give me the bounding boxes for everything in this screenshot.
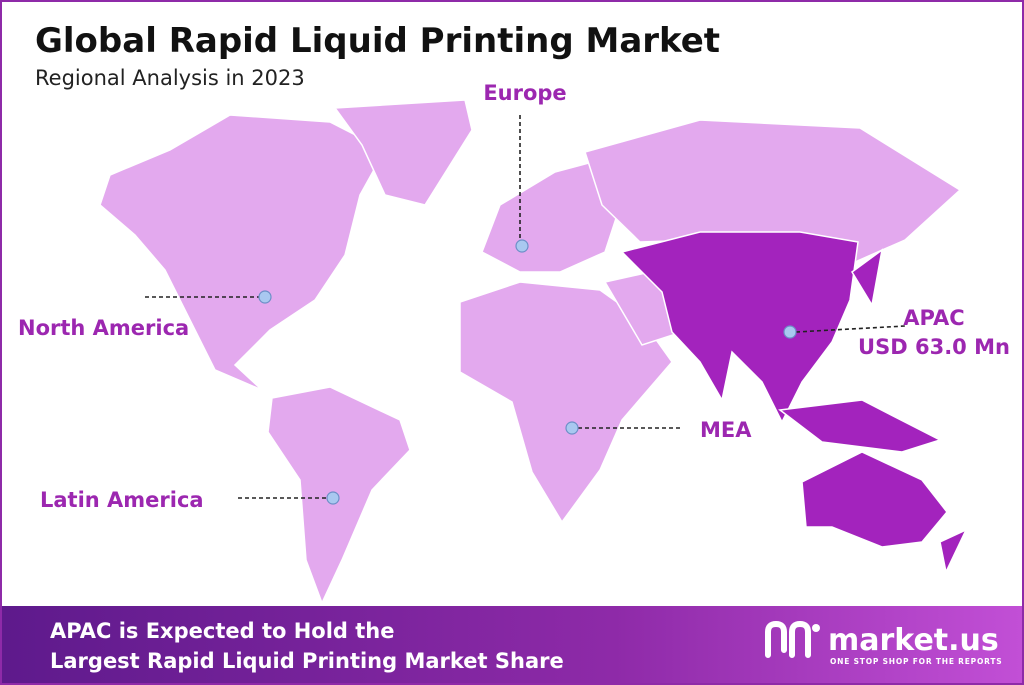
footer-band xyxy=(2,606,1022,683)
logo-icon xyxy=(765,620,811,658)
asia-pacific xyxy=(620,231,859,424)
north-america xyxy=(99,114,387,391)
marker xyxy=(783,325,797,339)
greenland xyxy=(333,99,473,206)
callouts: Europe North America APAC USD 63.0 Mn ME… xyxy=(18,81,1010,512)
africa xyxy=(459,281,673,524)
region-label: Latin America xyxy=(40,488,204,512)
marker xyxy=(326,491,340,505)
title: Global Rapid Liquid Printing Market xyxy=(35,21,720,61)
japan xyxy=(851,248,884,308)
logo-name: market.us xyxy=(828,623,999,658)
logo-tagline: ONE STOP SHOP FOR THE REPORTS xyxy=(830,657,1003,666)
footer-line: APAC is Expected to Hold the xyxy=(50,619,395,643)
logo: market.us ONE STOP SHOP FOR THE REPORTS xyxy=(765,620,1003,666)
world-map xyxy=(99,99,968,605)
south-east-asia-islands xyxy=(778,399,942,453)
south-america xyxy=(267,386,411,605)
logo-icon-dot xyxy=(812,624,820,632)
subtitle: Regional Analysis in 2023 xyxy=(35,66,305,90)
marker xyxy=(565,421,579,435)
marker xyxy=(515,239,529,253)
footer-line: Largest Rapid Liquid Printing Market Sha… xyxy=(50,649,564,673)
region-value: USD 63.0 Mn xyxy=(858,335,1010,359)
australia xyxy=(801,451,948,548)
marker xyxy=(258,290,272,304)
new-zealand xyxy=(939,528,968,575)
footer: APAC is Expected to Hold the Largest Rap… xyxy=(2,606,1022,683)
region-label: MEA xyxy=(700,418,752,442)
region-label: APAC xyxy=(903,306,964,330)
region-label: Europe xyxy=(483,81,566,105)
region-label: North America xyxy=(18,316,189,340)
